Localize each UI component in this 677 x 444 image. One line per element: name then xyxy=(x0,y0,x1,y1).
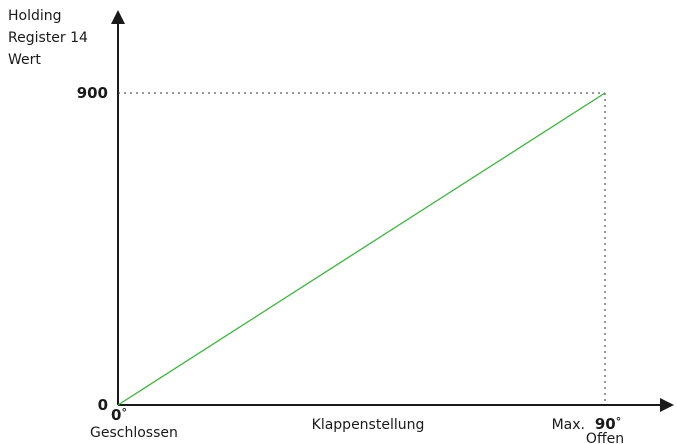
y-axis-label-line-1: Holding xyxy=(8,8,62,24)
y-axis-label-line-2: Register 14 xyxy=(8,30,88,46)
x-tick-sublabel-open: Offen xyxy=(586,431,624,444)
x-axis-arrowhead xyxy=(660,398,674,412)
x-tick-unit-90: ° xyxy=(616,415,622,428)
x-axis-label: Klappenstellung xyxy=(312,417,425,433)
x-tick-unit-0: ° xyxy=(121,406,127,419)
y-tick-label-900: 900 xyxy=(77,84,108,102)
y-axis-arrowhead xyxy=(111,10,125,24)
x-tick-label-0: 0° xyxy=(111,406,127,424)
x-tick-sublabel-closed: Geschlossen xyxy=(90,425,178,441)
series-line xyxy=(117,92,606,406)
x-tick-value-90: 90 xyxy=(595,415,616,433)
x-tick-label-90: 90° xyxy=(595,415,621,433)
x-tick-prefix-max: Max. xyxy=(552,417,585,433)
y-tick-label-0: 0 xyxy=(98,396,108,414)
x-tick-value-0: 0 xyxy=(111,406,121,424)
y-axis-label-line-3: Wert xyxy=(8,52,41,68)
